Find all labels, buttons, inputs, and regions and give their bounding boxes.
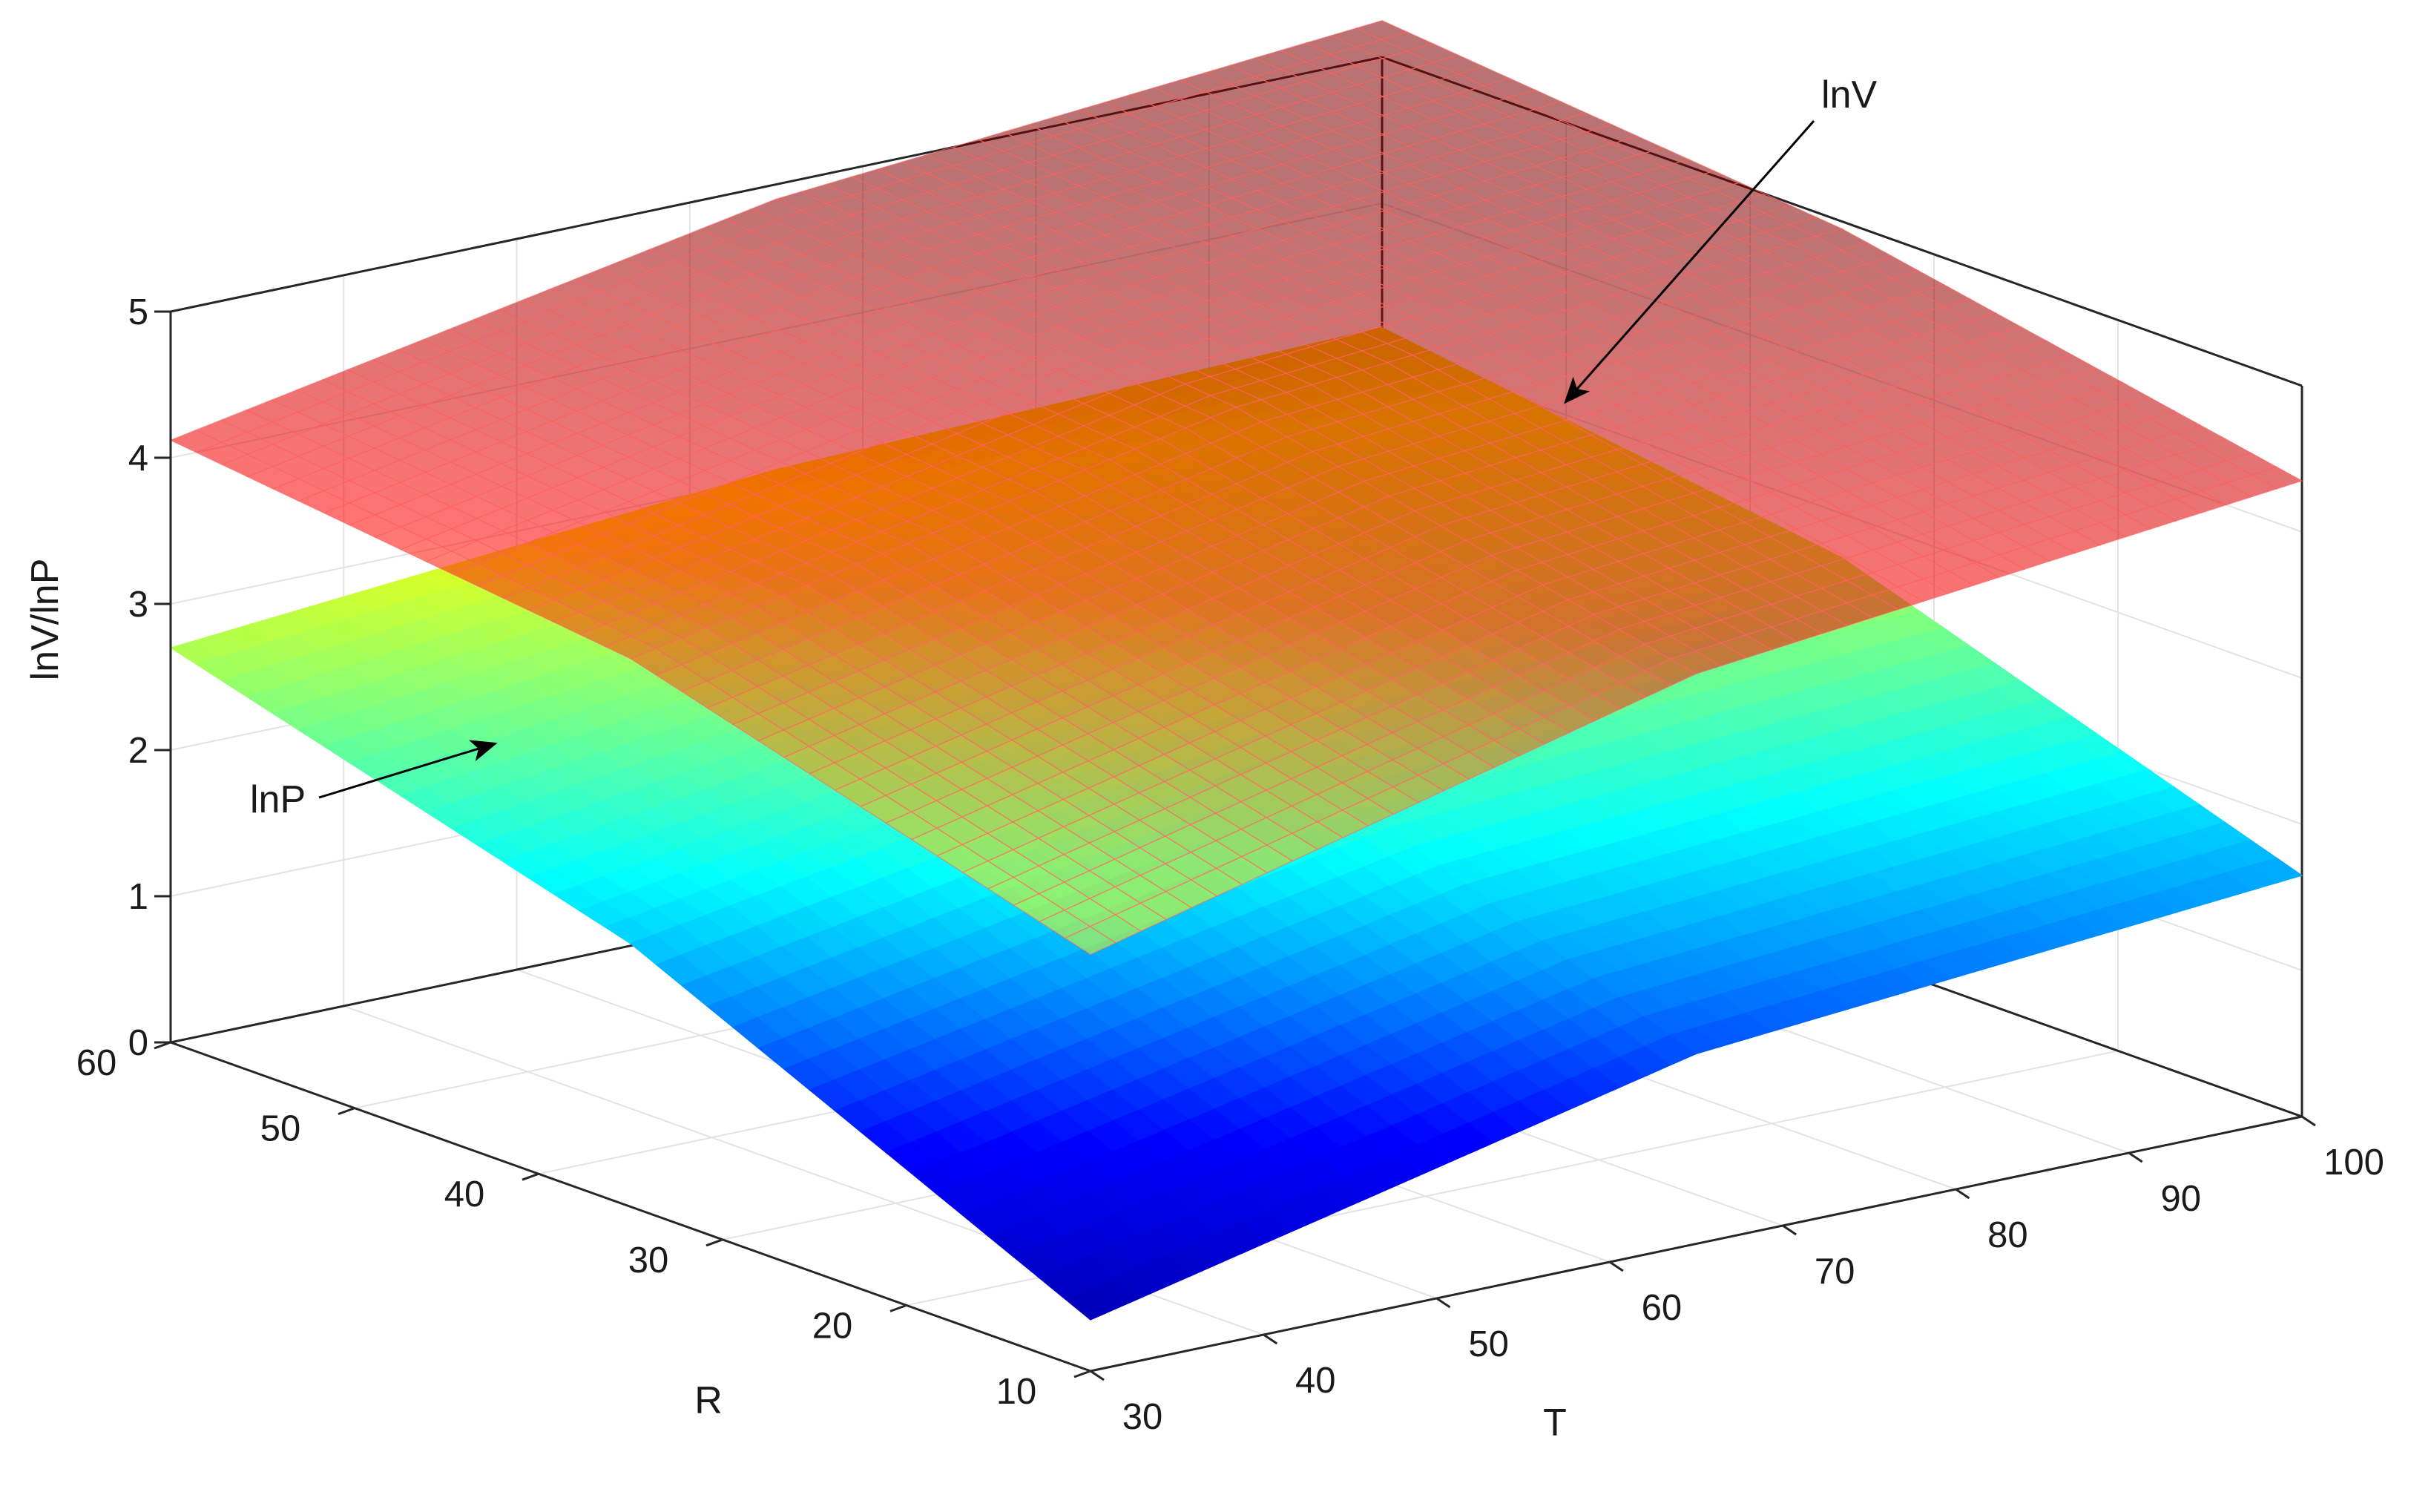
y-tick-label: 30	[628, 1240, 669, 1281]
x-tick	[1263, 1333, 1278, 1345]
x-tick-label: 100	[2323, 1143, 2384, 1183]
x-tick-label: 50	[1468, 1324, 1509, 1364]
y-tick-label: 40	[444, 1174, 485, 1214]
x-tick	[1782, 1224, 1797, 1236]
x-tick-label: 40	[1295, 1361, 1336, 1401]
y-axis-line	[170, 1041, 1091, 1373]
labels-layer: lnV/lnP T R lnV lnP	[24, 73, 1877, 1444]
z-axis-label: lnV/lnP	[24, 559, 67, 681]
x-tick	[2301, 1115, 2316, 1127]
z-tick-label: 3	[128, 585, 148, 625]
axes-front-layer: 30 40 50 60 70 80 90 100 10 20 30 40 50 60 0 1 2 3 4 5	[76, 292, 2384, 1437]
y-tick-label: 50	[260, 1109, 301, 1149]
x-tick	[1609, 1260, 1624, 1272]
annotation-lnP: lnP	[250, 778, 306, 821]
z-tick-label: 2	[128, 731, 148, 771]
y-tick-label: 60	[76, 1043, 117, 1083]
x-tick-label: 80	[1987, 1215, 2028, 1255]
z-tick-label: 1	[128, 877, 148, 917]
annotation-lnP-arrow	[318, 740, 498, 799]
y-tick-label: 10	[996, 1372, 1037, 1412]
x-axis-line	[1090, 1115, 2303, 1373]
x-axis-label: T	[1543, 1401, 1567, 1444]
y-tick	[705, 1238, 723, 1247]
annotation-lnV-arrow	[1564, 120, 1815, 404]
x-tick-label: 30	[1122, 1397, 1163, 1437]
x-tick	[1435, 1297, 1451, 1309]
y-tick-label: 20	[812, 1306, 853, 1346]
z-tick-label: 4	[128, 438, 148, 479]
x-tick-label: 90	[2160, 1179, 2201, 1219]
x-tick-label: 70	[1815, 1252, 1855, 1292]
lnP-surface-patch	[2250, 857, 2303, 884]
y-tick	[522, 1172, 539, 1181]
z-tick-label: 0	[128, 1023, 148, 1063]
annotation-lnV: lnV	[1821, 73, 1877, 116]
lnV-surface-patch	[2249, 466, 2303, 490]
lnV-surface	[169, 20, 2303, 956]
y-tick	[889, 1304, 907, 1312]
x-tick-label: 60	[1642, 1288, 1683, 1328]
x-tick	[2128, 1151, 2143, 1163]
x-tick	[1090, 1370, 1105, 1381]
y-tick	[338, 1107, 355, 1116]
y-axis-label: R	[694, 1379, 723, 1422]
y-tick	[1073, 1370, 1091, 1378]
x-tick	[1955, 1188, 1970, 1200]
z-tick-label: 5	[128, 292, 148, 332]
